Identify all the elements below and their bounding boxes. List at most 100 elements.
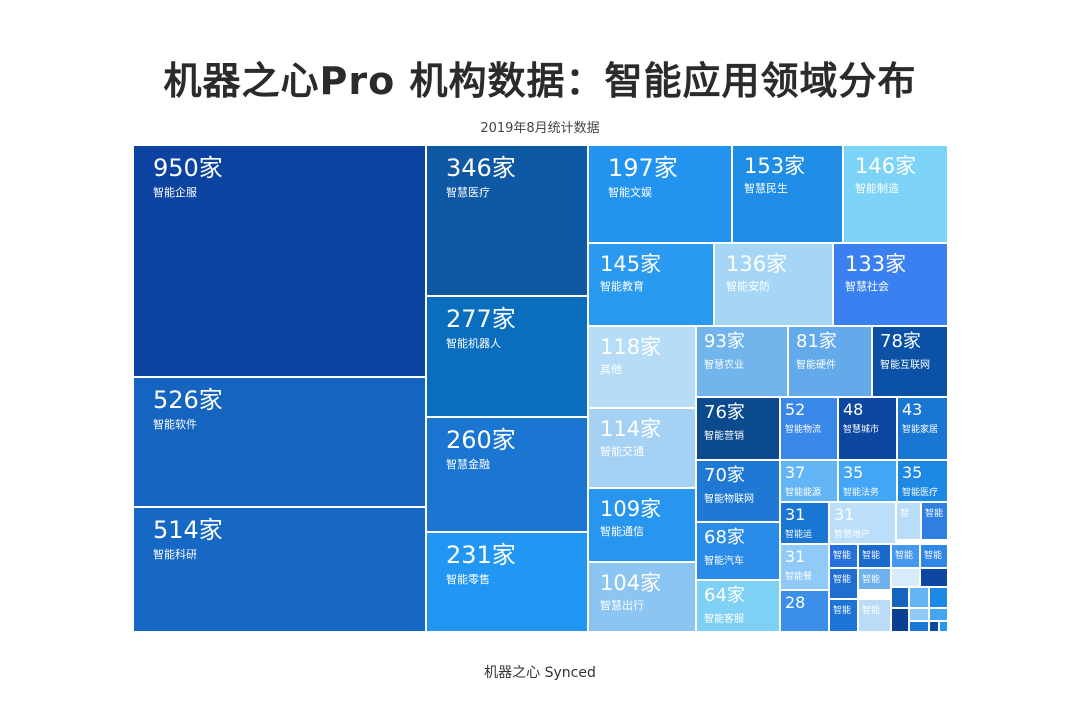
tile-value: 145家 bbox=[600, 252, 662, 276]
chart-subtitle: 2019年8月统计数据 bbox=[480, 121, 600, 136]
tile-value: 31 bbox=[785, 505, 806, 524]
tile-label: 智能通信 bbox=[600, 525, 644, 538]
treemap-tile: 52 智能物流 bbox=[780, 397, 838, 460]
tile-label: 智能 bbox=[862, 575, 881, 585]
tile-label: 智慧地产 bbox=[834, 530, 871, 540]
tile-value: 231家 bbox=[446, 541, 516, 569]
tile-value: 37 bbox=[785, 463, 806, 482]
treemap-small-tile: 智能 bbox=[858, 568, 891, 590]
treemap-small-tile: 智能 bbox=[829, 568, 858, 599]
treemap-small-tile: 智能 bbox=[921, 502, 948, 540]
treemap-mini-tile bbox=[929, 587, 948, 608]
tile-value: 31 bbox=[785, 547, 806, 566]
tile-value: 109家 bbox=[600, 497, 662, 521]
tile-value: 118家 bbox=[600, 335, 662, 359]
treemap: 950家 智能企服 526家 智能软件 514家 智能科研 346家 智慧医疗 277家 智能机器… bbox=[133, 145, 948, 632]
treemap-tile: 526家 智能软件 bbox=[133, 377, 426, 507]
treemap-tile: 81家 智能硬件 bbox=[788, 326, 872, 397]
tile-label: 智慧社会 bbox=[845, 280, 889, 293]
tile-label: 智慧农业 bbox=[704, 360, 744, 371]
tile-value: 114家 bbox=[600, 417, 662, 441]
tile-label: 智能 bbox=[833, 551, 852, 561]
tile-value: 346家 bbox=[446, 154, 516, 182]
tile-label: 智慧金融 bbox=[446, 458, 490, 471]
tile-value: 197家 bbox=[608, 154, 678, 182]
tile-label: 智能安防 bbox=[726, 280, 770, 293]
tile-value: 64家 bbox=[704, 585, 745, 606]
treemap-mini-tile bbox=[891, 608, 909, 632]
tile-label: 智能 bbox=[833, 575, 852, 585]
treemap-tile: 70家 智能物联网 bbox=[696, 460, 780, 522]
tile-value: 950家 bbox=[153, 154, 223, 182]
treemap-mini-tile bbox=[939, 621, 948, 632]
tile-value: 28 bbox=[785, 593, 806, 612]
treemap-tile: 114家智能交通 bbox=[588, 408, 696, 488]
treemap-small-tile: 智能 bbox=[891, 544, 920, 568]
treemap-tile: 346家 智慧医疗 bbox=[426, 145, 588, 296]
tile-label: 智能 bbox=[862, 551, 881, 561]
treemap-tile: 104家 智慧出行 bbox=[588, 562, 696, 632]
treemap-mini-tile bbox=[920, 568, 948, 587]
treemap-tile: 64家智能客服 bbox=[696, 580, 780, 632]
tile-value: 35 bbox=[902, 463, 923, 482]
treemap-tile: 68家 智能汽车 bbox=[696, 522, 780, 580]
treemap-tile: 78家 智能互联网 bbox=[872, 326, 948, 397]
tile-label: 智 bbox=[900, 509, 910, 519]
tile-value: 277家 bbox=[446, 305, 516, 333]
treemap-small-tile: 智能 bbox=[858, 599, 891, 632]
tile-value: 153家 bbox=[744, 154, 806, 178]
tile-value: 146家 bbox=[855, 154, 917, 178]
tile-label: 智能餐 bbox=[785, 572, 813, 582]
tile-value: 68家 bbox=[704, 527, 745, 548]
treemap-tile: 109家智能通信 bbox=[588, 488, 696, 562]
treemap-tile: 48 智慧城市 bbox=[838, 397, 897, 460]
tile-label: 智能软件 bbox=[153, 418, 197, 431]
tile-label: 智能物流 bbox=[785, 425, 822, 435]
tile-label: 智能 bbox=[833, 606, 852, 616]
treemap-mini-tile bbox=[909, 587, 929, 608]
tile-label: 智慧民生 bbox=[744, 182, 788, 195]
treemap-mini-tile bbox=[891, 587, 909, 608]
tile-value: 35 bbox=[843, 463, 864, 482]
tile-label: 智能零售 bbox=[446, 573, 490, 586]
tile-label: 智慧城市 bbox=[843, 425, 880, 435]
treemap-small-tile: 智能 bbox=[858, 544, 891, 568]
treemap-small-tile: 智 bbox=[896, 502, 921, 540]
treemap-mini-tile bbox=[909, 608, 929, 621]
treemap-tile: 76家 智能营销 bbox=[696, 397, 780, 460]
tile-label: 智能法务 bbox=[843, 488, 880, 498]
tile-label: 智能教育 bbox=[600, 280, 644, 293]
tile-label: 智慧出行 bbox=[600, 599, 644, 612]
tile-label: 智能客服 bbox=[704, 614, 744, 625]
tile-label: 智能运 bbox=[785, 530, 813, 540]
treemap-tile: 28 bbox=[780, 590, 829, 632]
tile-label: 智能 bbox=[925, 509, 944, 519]
tile-label: 智能企服 bbox=[153, 186, 197, 199]
tile-label: 智能互联网 bbox=[880, 360, 930, 371]
tile-label: 智能营销 bbox=[704, 431, 744, 442]
tile-label: 智能文娱 bbox=[608, 186, 652, 199]
treemap-mini-tile bbox=[909, 621, 929, 632]
treemap-mini-tile bbox=[929, 608, 948, 621]
treemap-tile: 514家智能科研 bbox=[133, 507, 426, 632]
treemap-tile: 37 智能能源 bbox=[780, 460, 838, 502]
treemap-tile: 31 智能运 bbox=[780, 502, 829, 544]
treemap-tile: 146家 智能制造 bbox=[843, 145, 948, 243]
tile-label: 智能 bbox=[924, 551, 943, 561]
tile-value: 48 bbox=[843, 400, 864, 419]
treemap-tile: 277家 智能机器人 bbox=[426, 296, 588, 417]
tile-label: 智能科研 bbox=[153, 548, 197, 561]
tile-label: 智能 bbox=[895, 551, 914, 561]
treemap-tile: 153家智慧民生 bbox=[732, 145, 843, 243]
treemap-tile: 197家智能文娱 bbox=[588, 145, 732, 243]
tile-label: 智能家居 bbox=[902, 425, 939, 435]
treemap-tile: 133家 智慧社会 bbox=[833, 243, 948, 326]
treemap-tile: 93家 智慧农业 bbox=[696, 326, 788, 397]
treemap-small-tile: 智能 bbox=[829, 544, 858, 568]
treemap-mini-tile bbox=[891, 568, 920, 587]
treemap-tile: 231家智能零售 bbox=[426, 532, 588, 632]
treemap-tile: 136家 智能安防 bbox=[714, 243, 833, 326]
tile-label: 智能 bbox=[862, 606, 881, 616]
tile-value: 514家 bbox=[153, 516, 223, 544]
tile-label: 智能交通 bbox=[600, 445, 644, 458]
